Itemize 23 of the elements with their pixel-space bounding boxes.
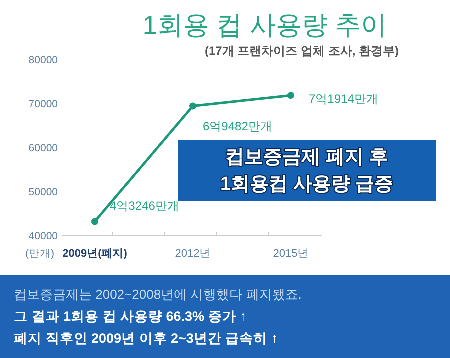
- text: 7억1914만개: [309, 92, 378, 106]
- chart-subtitle: (17개 프랜차이즈 업체 조사, 환경부): [204, 44, 400, 58]
- point: [288, 92, 294, 100]
- text: 4억3246만개: [110, 198, 180, 213]
- text: 컵보증금제는 2002~2008년에 시행했다 폐지됐죠.: [14, 287, 302, 302]
- text: 폐지 직후인 2009년 이후 2~3년간 급속히 ↑: [14, 331, 278, 346]
- point: [190, 102, 196, 110]
- y-tick-label: 70000: [28, 98, 58, 111]
- text: 6억9482만개: [203, 119, 272, 134]
- x-tick-label: 2009년(폐지): [62, 248, 128, 260]
- x-tick-label: 2015년: [273, 248, 309, 260]
- y-axis-title: (만개): [26, 248, 54, 260]
- y-tick-label: 80000: [28, 54, 58, 67]
- annotation: 컵보증금제 폐지 후: [226, 147, 388, 168]
- y-tick-label: 40000: [28, 230, 58, 243]
- y-tick-label: 60000: [28, 142, 58, 155]
- text: 그 결과 1회용 컵 사용량 66.3% 증가 ↑: [14, 309, 247, 324]
- point: [92, 218, 98, 226]
- chart-title: 1회용 컵 사용량 추이: [142, 10, 388, 40]
- x-tick-label: 2012년: [175, 248, 211, 260]
- y-tick-label: 50000: [28, 186, 58, 199]
- annotation: 1회용컵 사용량 급증: [220, 174, 394, 195]
- callout-box: 컵보증금제 폐지 후 1회용컵 사용량 급증: [178, 140, 436, 201]
